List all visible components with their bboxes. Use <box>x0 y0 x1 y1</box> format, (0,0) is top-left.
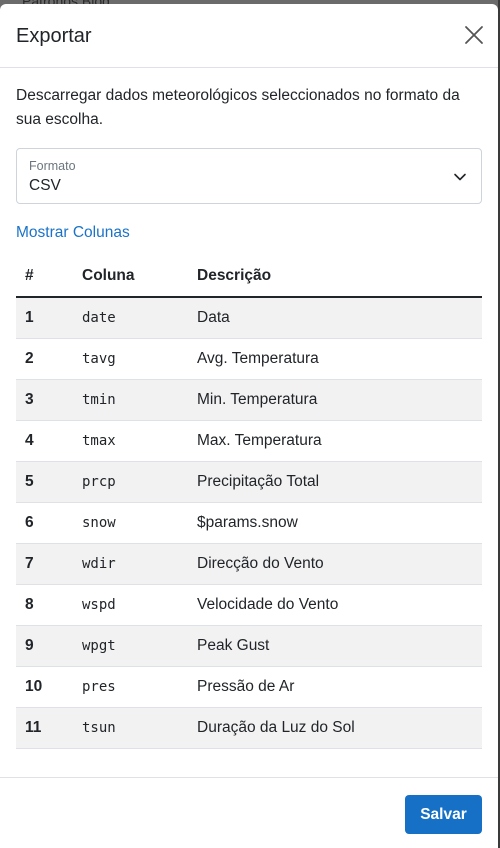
row-number: 11 <box>16 707 73 749</box>
save-button[interactable]: Salvar <box>405 795 482 834</box>
row-description: Precipitação Total <box>188 461 482 503</box>
row-description: Data <box>188 297 482 339</box>
header-column: Coluna <box>73 256 188 298</box>
format-select[interactable]: Formato CSV <box>16 148 482 204</box>
row-number: 6 <box>16 502 73 544</box>
row-number: 1 <box>16 297 73 339</box>
row-number: 7 <box>16 543 73 585</box>
row-column: tavg <box>73 338 188 380</box>
row-column: snow <box>73 502 188 544</box>
export-description: Descarregar dados meteorológicos selecci… <box>16 87 460 128</box>
close-icon <box>465 26 483 44</box>
row-description: Velocidade do Vento <box>188 584 482 626</box>
table-row: 7 wdir Direcção do Vento <box>16 543 482 585</box>
table-row: 6 snow $params.snow <box>16 502 482 544</box>
row-column: wspd <box>73 584 188 626</box>
modal-title: Exportar <box>16 25 92 47</box>
table-row: 3 tmin Min. Temperatura <box>16 379 482 421</box>
table-header-row: # Coluna Descrição <box>16 256 482 298</box>
row-description: Peak Gust <box>188 625 482 667</box>
close-button[interactable] <box>464 25 484 45</box>
row-description: Avg. Temperatura <box>188 338 482 380</box>
row-number: 10 <box>16 666 73 708</box>
modal-body: Descarregar dados meteorológicos selecci… <box>0 68 498 749</box>
row-number: 4 <box>16 420 73 462</box>
row-column: date <box>73 297 188 339</box>
row-description: Pressão de Ar <box>188 666 482 708</box>
row-column: wdir <box>73 543 188 585</box>
export-modal: Exportar Descarregar dados meteorológico… <box>0 4 498 848</box>
table-row: 8 wspd Velocidade do Vento <box>16 584 482 626</box>
row-description: Direcção do Vento <box>188 543 482 585</box>
table-row: 11 tsun Duração da Luz do Sol <box>16 707 482 749</box>
table-row: 2 tavg Avg. Temperatura <box>16 338 482 380</box>
row-column: tsun <box>73 707 188 749</box>
format-select-label: Formato <box>29 159 76 173</box>
row-column: pres <box>73 666 188 708</box>
row-description: $params.snow <box>188 502 482 544</box>
table-row: 10 pres Pressão de Ar <box>16 666 482 708</box>
row-description: Max. Temperatura <box>188 420 482 462</box>
backdrop-edge <box>498 0 500 848</box>
modal-footer: Salvar <box>0 777 498 848</box>
row-number: 3 <box>16 379 73 421</box>
show-columns-link[interactable]: Mostrar Colunas <box>16 224 130 241</box>
row-description: Min. Temperatura <box>188 379 482 421</box>
format-select-value: CSV <box>29 177 61 194</box>
row-number: 2 <box>16 338 73 380</box>
header-description: Descrição <box>188 256 482 298</box>
row-column: tmax <box>73 420 188 462</box>
row-column: prcp <box>73 461 188 503</box>
row-column: tmin <box>73 379 188 421</box>
row-number: 9 <box>16 625 73 667</box>
chevron-down-icon <box>454 173 466 181</box>
columns-table: # Coluna Descrição 1 date Data 2 tavg Av… <box>16 256 482 749</box>
header-number: # <box>16 256 73 298</box>
row-column: wpgt <box>73 625 188 667</box>
modal-header: Exportar <box>0 4 498 68</box>
row-number: 8 <box>16 584 73 626</box>
row-number: 5 <box>16 461 73 503</box>
table-row: 9 wpgt Peak Gust <box>16 625 482 667</box>
row-description: Duração da Luz do Sol <box>188 707 482 749</box>
table-row: 1 date Data <box>16 297 482 339</box>
table-row: 4 tmax Max. Temperatura <box>16 420 482 462</box>
table-row: 5 prcp Precipitação Total <box>16 461 482 503</box>
